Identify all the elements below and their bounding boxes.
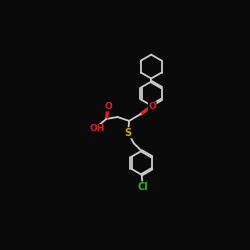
Text: S: S xyxy=(124,128,132,138)
Text: OH: OH xyxy=(89,124,104,134)
Text: Cl: Cl xyxy=(138,182,148,192)
Text: O: O xyxy=(148,102,156,111)
Text: O: O xyxy=(104,102,112,111)
